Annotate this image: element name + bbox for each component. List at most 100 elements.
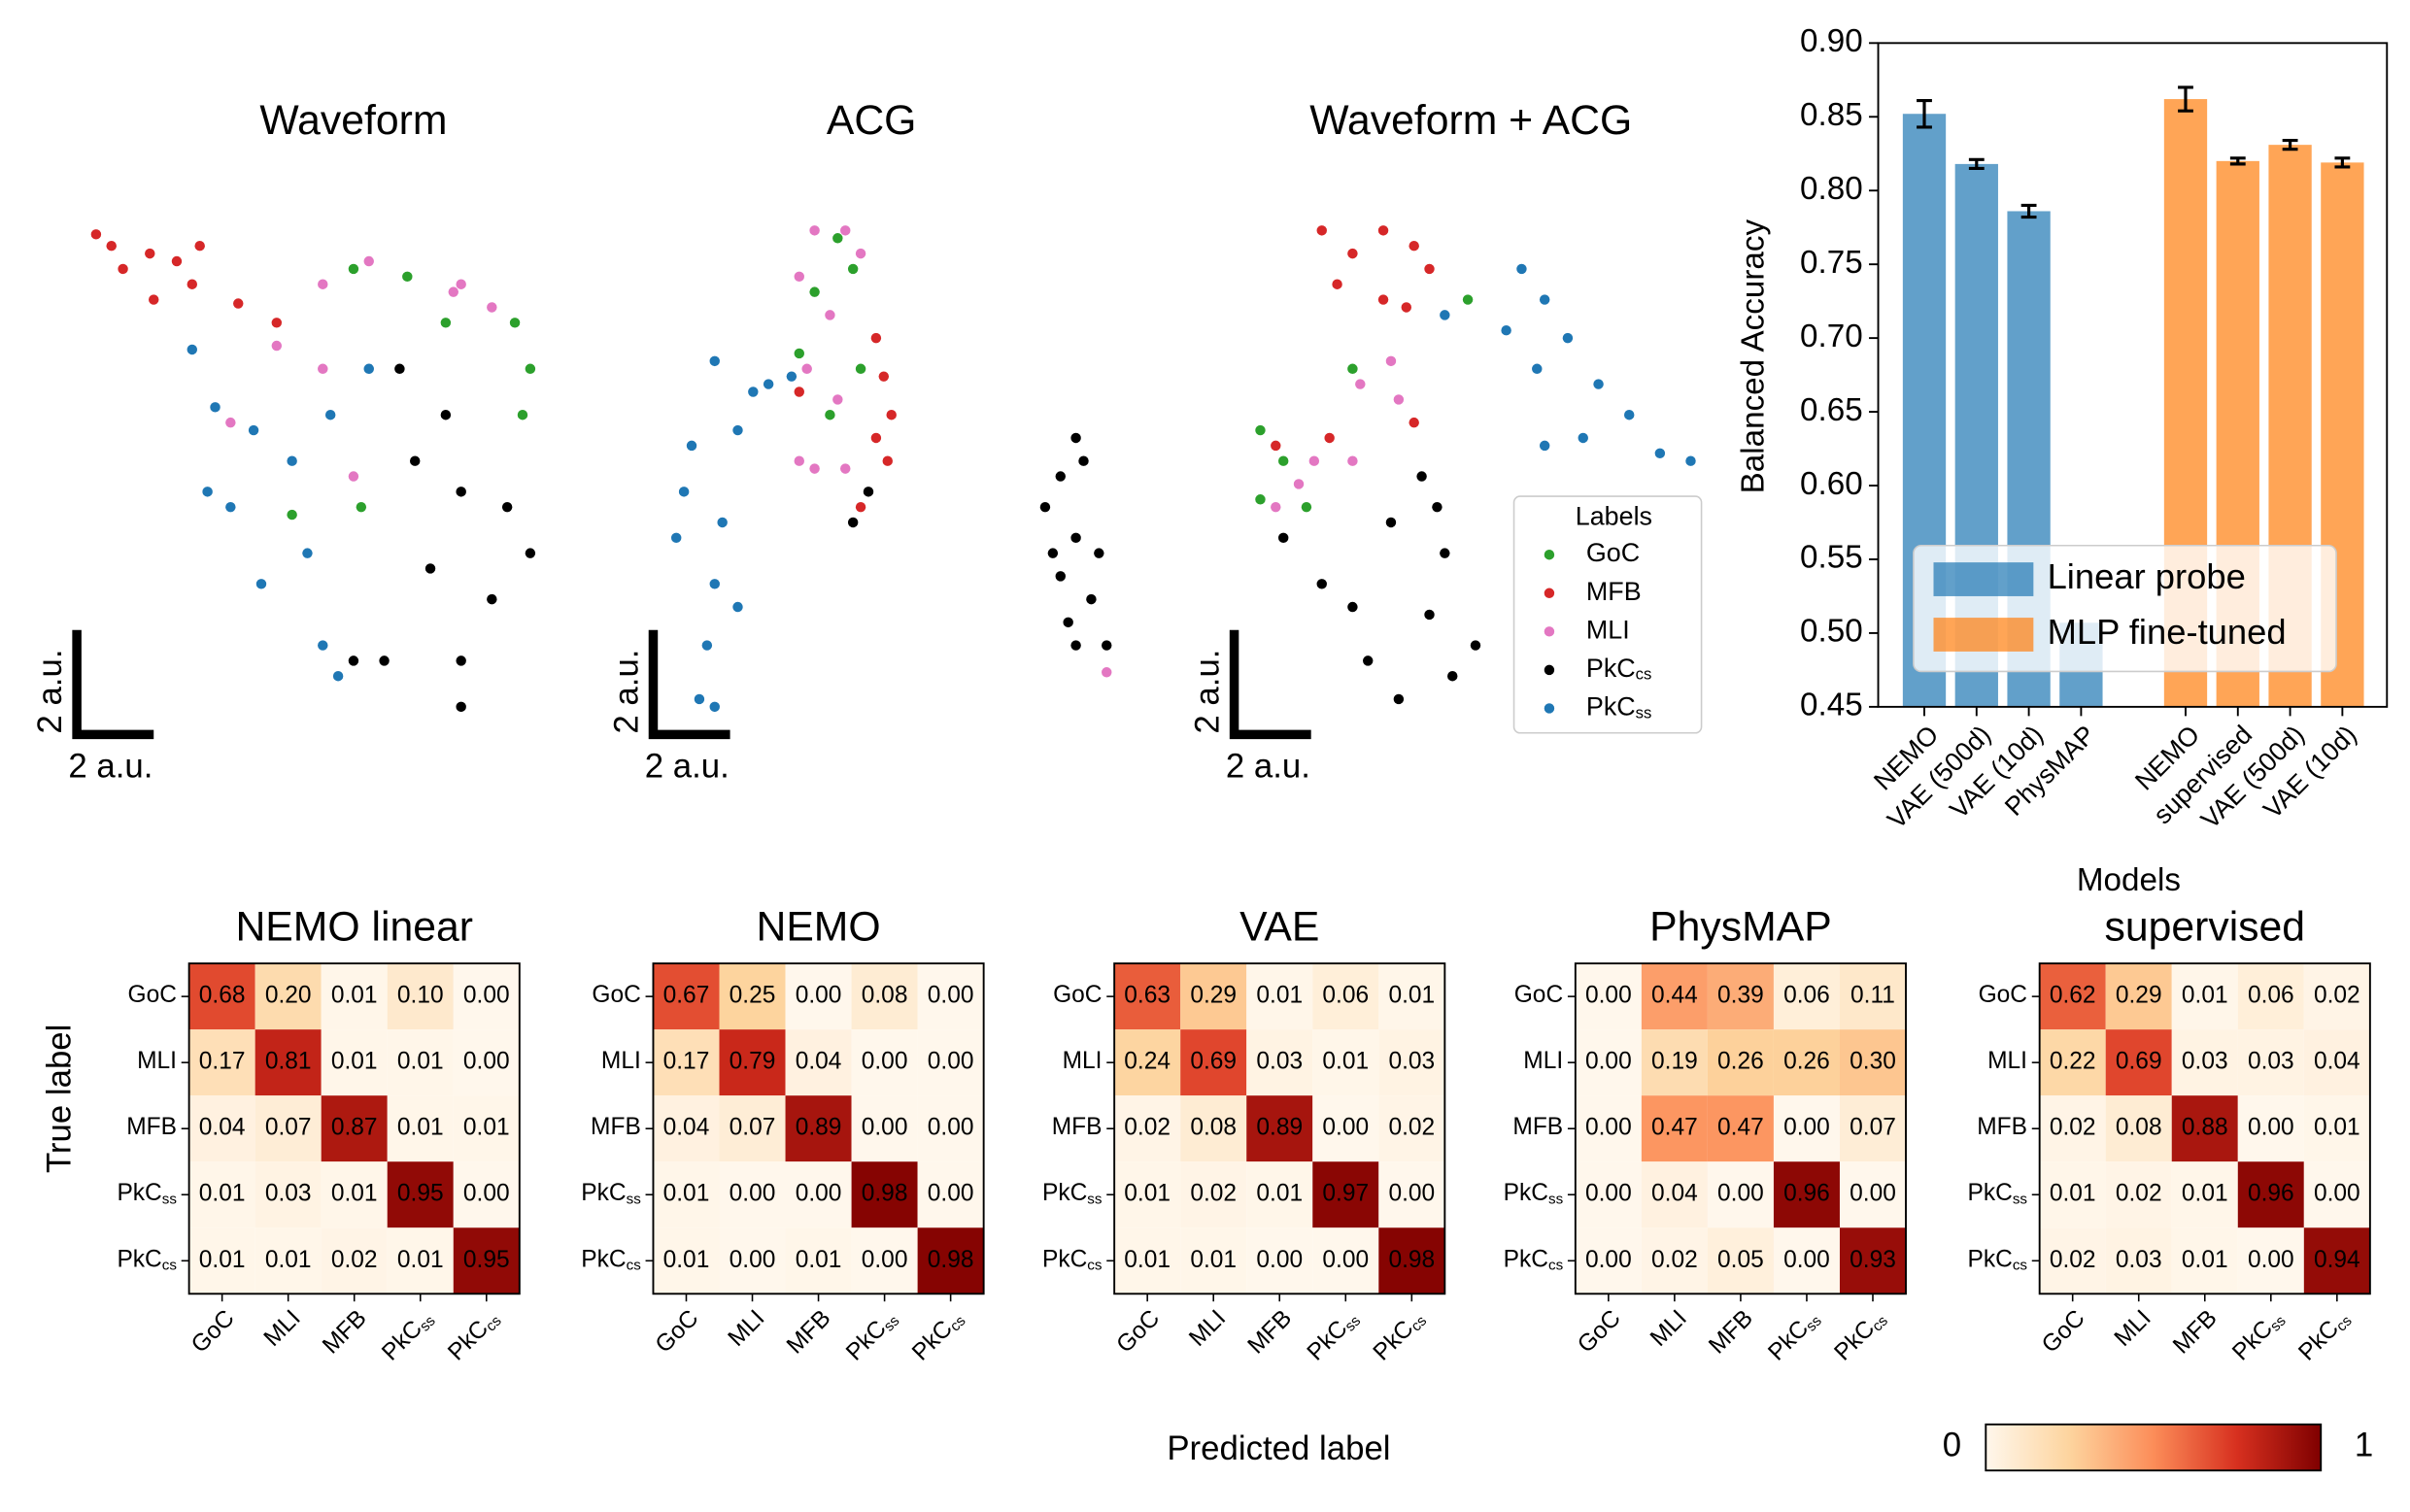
heatmap-cell — [653, 1227, 720, 1294]
x-tick-label: MLI — [259, 1305, 306, 1352]
x-tick-label-main: MFB — [1243, 1305, 1298, 1360]
cell-label: 0.00 — [1388, 1181, 1435, 1207]
scatter-point — [1063, 617, 1073, 628]
heatmap-cell — [785, 1161, 852, 1228]
heatmap-cell — [653, 1161, 720, 1228]
cell-label: 0.01 — [2314, 1115, 2360, 1141]
heatmap-cell — [1575, 1161, 1642, 1228]
heatmap-cell — [653, 963, 720, 1030]
heatmap-cell — [917, 1029, 984, 1096]
scatter-point — [456, 701, 466, 713]
x-tick-label-sub: ss — [1341, 1313, 1364, 1335]
scatter-point — [1516, 263, 1527, 275]
x-tick-label: GoC — [1112, 1305, 1166, 1359]
heatmap-cell — [2039, 963, 2106, 1030]
heatmap-cell — [255, 963, 322, 1030]
cell-label: 0.02 — [1124, 1115, 1171, 1141]
cell-label: 0.17 — [663, 1049, 710, 1075]
scatter-point — [694, 693, 705, 705]
x-tick-label: PkCss — [1303, 1305, 1364, 1366]
cell-label: 0.00 — [1717, 1181, 1764, 1207]
heatmap-cell — [2171, 963, 2238, 1030]
scatter-point — [670, 532, 682, 544]
cell-label: 0.03 — [2182, 1049, 2228, 1075]
x-tick-label-main: MLI — [724, 1305, 770, 1352]
y-tick-label: MFB — [591, 1115, 641, 1141]
scatter-point — [402, 271, 413, 283]
scatter-point — [1301, 501, 1312, 513]
scatter-point — [882, 455, 893, 466]
y-tick-label-main: PkC — [1504, 1247, 1548, 1273]
scale-bar-label: 2 a.u. — [31, 650, 69, 734]
scatter-point — [1271, 440, 1281, 452]
heatmap-title: PhysMAP — [1649, 904, 1832, 951]
cell-label: 0.69 — [1190, 1049, 1237, 1075]
y-tick-label: 0.90 — [1800, 23, 1863, 59]
scatter-point — [1277, 532, 1289, 544]
heatmap-cell — [917, 963, 984, 1030]
panel-title: Waveform — [259, 97, 447, 144]
cell-label: 0.25 — [730, 983, 776, 1009]
cell-label: 0.30 — [1850, 1049, 1896, 1075]
scatter-point — [1409, 417, 1419, 428]
scatter-point — [1102, 667, 1112, 678]
cell-label: 0.47 — [1717, 1115, 1764, 1141]
scatter-point — [1416, 471, 1427, 482]
scatter-point — [786, 371, 798, 382]
cell-label: 0.26 — [1717, 1049, 1764, 1075]
x-tick-label: PkCss — [377, 1305, 438, 1366]
heatmap-cell — [188, 963, 255, 1030]
heatmap-cell — [255, 1095, 322, 1162]
heatmap-cell — [1575, 1095, 1642, 1162]
cell-label: 0.01 — [1190, 1247, 1237, 1273]
y-tick-label-sub: ss — [2013, 1192, 2028, 1208]
scatter-point — [855, 501, 866, 513]
heatmap-cell — [2171, 1227, 2238, 1294]
cell-label: 0.95 — [397, 1181, 444, 1207]
heatmap-cell — [1312, 1029, 1379, 1096]
heatmap-cell — [719, 1095, 786, 1162]
cell-label: 0.00 — [862, 1115, 908, 1141]
heatmap-cell — [1707, 1095, 1774, 1162]
y-tick-label: 0.65 — [1800, 392, 1863, 428]
cell-label: 0.00 — [928, 1049, 974, 1075]
y-tick-label: 0.55 — [1800, 540, 1863, 576]
cell-label: 0.89 — [796, 1115, 842, 1141]
y-tick-label: MLI — [1987, 1049, 2027, 1075]
heatmap-cell — [2039, 1227, 2106, 1294]
y-tick-label-main: MLI — [601, 1049, 641, 1075]
heatmap-cell — [917, 1095, 984, 1162]
scatter-point — [363, 363, 374, 374]
cell-label: 0.19 — [1651, 1049, 1698, 1075]
scatter-point — [1401, 302, 1411, 313]
scatter-point — [509, 318, 521, 328]
heatmap-cell — [387, 1029, 454, 1096]
legend-label-main: PkC — [1586, 692, 1636, 722]
scatter-point — [145, 248, 155, 259]
scatter-point — [1355, 379, 1366, 389]
y-tick-label: 0.70 — [1800, 319, 1863, 354]
y-tick-label: GoC — [592, 983, 640, 1009]
heatmap-title: supervised — [2104, 904, 2305, 951]
legend-label: Linear probe — [2048, 556, 2246, 596]
scatter-point — [1078, 455, 1089, 466]
heatmap-cell — [321, 963, 388, 1030]
error-bar — [1917, 98, 1932, 129]
cell-label: 0.00 — [928, 1181, 974, 1207]
cell-label: 0.04 — [1651, 1181, 1698, 1207]
legend-label: MLP fine-tuned — [2048, 612, 2287, 652]
cell-label: 0.17 — [199, 1049, 246, 1075]
y-tick-label: 0.75 — [1800, 245, 1863, 281]
heatmap-cell — [785, 1029, 852, 1096]
y-tick-label-main: MLI — [1063, 1049, 1103, 1075]
cell-label: 0.00 — [796, 983, 842, 1009]
x-axis-label: Predicted label — [1167, 1429, 1390, 1467]
cell-label: 0.07 — [265, 1115, 312, 1141]
scatter-point — [832, 233, 843, 244]
heatmap-cell — [188, 1095, 255, 1162]
scatter-point — [878, 371, 890, 382]
scatter-point — [271, 340, 283, 352]
cell-label: 0.02 — [2050, 1247, 2096, 1273]
x-tick-label: PkCss — [841, 1305, 902, 1366]
